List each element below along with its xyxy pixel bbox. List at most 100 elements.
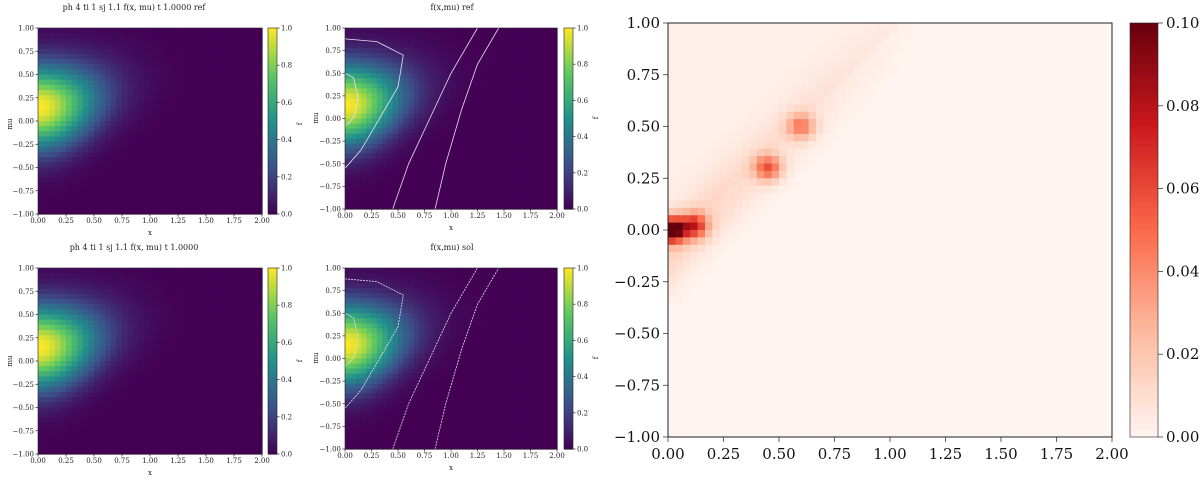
- heatmap-cell: [546, 188, 553, 195]
- heatmap-cell: [88, 152, 95, 158]
- x-tick-label: 0.50: [86, 457, 102, 465]
- heatmap-cell: [211, 38, 218, 45]
- heatmap-cell: [194, 141, 201, 148]
- heatmap-cell: [482, 33, 489, 39]
- heatmap-cell: [105, 188, 112, 194]
- heatmap-cell: [189, 53, 196, 60]
- heatmap-cell: [38, 172, 45, 179]
- heatmap-cell: [116, 366, 123, 372]
- heatmap-cell: [345, 153, 351, 160]
- heatmap-cell: [116, 198, 123, 205]
- heatmap-cell: [239, 293, 246, 300]
- heatmap-cell: [222, 376, 229, 383]
- heatmap-cell: [88, 366, 95, 372]
- heatmap-cell: [71, 268, 78, 274]
- heatmap-cell: [371, 293, 378, 299]
- heatmap-cell: [360, 423, 367, 430]
- heatmap-cell: [133, 38, 140, 45]
- heatmap-cell: [110, 74, 117, 81]
- heatmap-cell: [477, 28, 484, 34]
- heatmap-cell: [54, 79, 61, 86]
- heatmap-cell: [222, 188, 229, 194]
- heatmap-cell: [345, 348, 351, 355]
- heatmap-cell: [166, 350, 173, 357]
- heatmap-cell: [105, 428, 112, 434]
- heatmap-cell: [514, 123, 521, 130]
- heatmap-cell: [54, 283, 61, 290]
- heatmap-cell: [66, 183, 73, 189]
- heatmap-cell: [456, 103, 463, 110]
- heatmap-cell: [122, 162, 129, 169]
- colorbar-segment: [268, 210, 277, 215]
- heatmap-cell: [194, 177, 201, 184]
- heatmap-cell: [424, 33, 431, 39]
- heatmap-cell: [172, 90, 179, 96]
- heatmap-cell: [535, 28, 542, 34]
- heatmap-cell: [161, 208, 168, 215]
- heatmap-cell: [66, 324, 73, 331]
- heatmap-cell: [398, 138, 404, 145]
- heatmap-cell: [71, 319, 78, 326]
- heatmap-cell: [166, 146, 173, 153]
- heatmap-cell: [355, 193, 362, 200]
- heatmap-cell: [366, 308, 373, 314]
- heatmap-cell: [144, 38, 151, 45]
- heatmap-cell: [403, 193, 410, 200]
- colorbar-frame: [563, 27, 574, 210]
- heatmap-cell: [546, 53, 553, 59]
- heatmap-cell: [110, 69, 117, 76]
- heatmap-cell: [371, 133, 378, 140]
- panel-sol-full: ph 4 ti 1 sj 1.1 f(x, mu) t 1.0000 0.00 0…: [6, 243, 304, 477]
- heatmap-cell: [488, 198, 494, 205]
- heatmap-cell: [355, 108, 362, 115]
- heatmap-cell: [60, 69, 67, 76]
- heatmap-cell: [200, 412, 207, 419]
- heatmap-cell: [127, 131, 134, 138]
- heatmap-cell: [440, 173, 447, 180]
- heatmap-cell: [493, 38, 500, 44]
- heatmap-cell: [99, 309, 106, 316]
- heatmap-cell: [110, 131, 117, 138]
- heatmap-cell: [99, 131, 106, 138]
- heatmap-cell: [54, 278, 61, 285]
- heatmap-cell: [350, 188, 357, 195]
- colorbar-segment: [268, 40, 277, 45]
- heatmap-cell: [155, 110, 162, 117]
- heatmap-cell: [514, 68, 521, 74]
- heatmap-cell: [256, 433, 263, 440]
- heatmap-cell: [408, 113, 415, 120]
- heatmap-cell: [435, 168, 441, 175]
- heatmap-cell: [206, 412, 213, 419]
- x-tick-label: 2.00: [549, 212, 565, 220]
- heatmap-cell: [60, 293, 67, 300]
- heatmap-cell: [66, 304, 73, 310]
- heatmap-cell: [222, 38, 229, 45]
- heatmap-cell: [127, 412, 134, 419]
- heatmap-cell: [403, 203, 410, 210]
- heatmap-cell: [376, 313, 383, 319]
- heatmap-cell: [116, 402, 123, 409]
- heatmap-cell: [144, 28, 151, 34]
- heatmap-cell: [88, 340, 95, 347]
- colorbar-segment: [564, 118, 573, 123]
- heatmap-cell: [127, 38, 134, 45]
- x-tick-label: 1.75: [226, 217, 242, 225]
- heatmap-cell: [183, 141, 190, 148]
- heatmap-cell: [382, 203, 388, 210]
- heatmap-cell: [234, 110, 241, 117]
- heatmap-cell: [66, 105, 73, 112]
- heatmap-cell: [504, 38, 510, 44]
- heatmap-cell: [110, 146, 117, 153]
- heatmap-cell: [461, 83, 468, 89]
- y-tick-label: −0.25: [13, 141, 34, 149]
- heatmap-cell: [194, 309, 201, 316]
- heatmap-cell: [239, 376, 246, 383]
- heatmap-cell: [541, 178, 547, 185]
- heatmap-cell: [345, 193, 351, 200]
- heatmap-cell: [178, 423, 185, 429]
- heatmap-cell: [183, 188, 190, 194]
- heatmap-cell: [133, 167, 140, 174]
- heatmap-cell: [200, 84, 207, 91]
- heatmap-cell: [127, 115, 134, 122]
- heatmap-cell: [451, 183, 457, 190]
